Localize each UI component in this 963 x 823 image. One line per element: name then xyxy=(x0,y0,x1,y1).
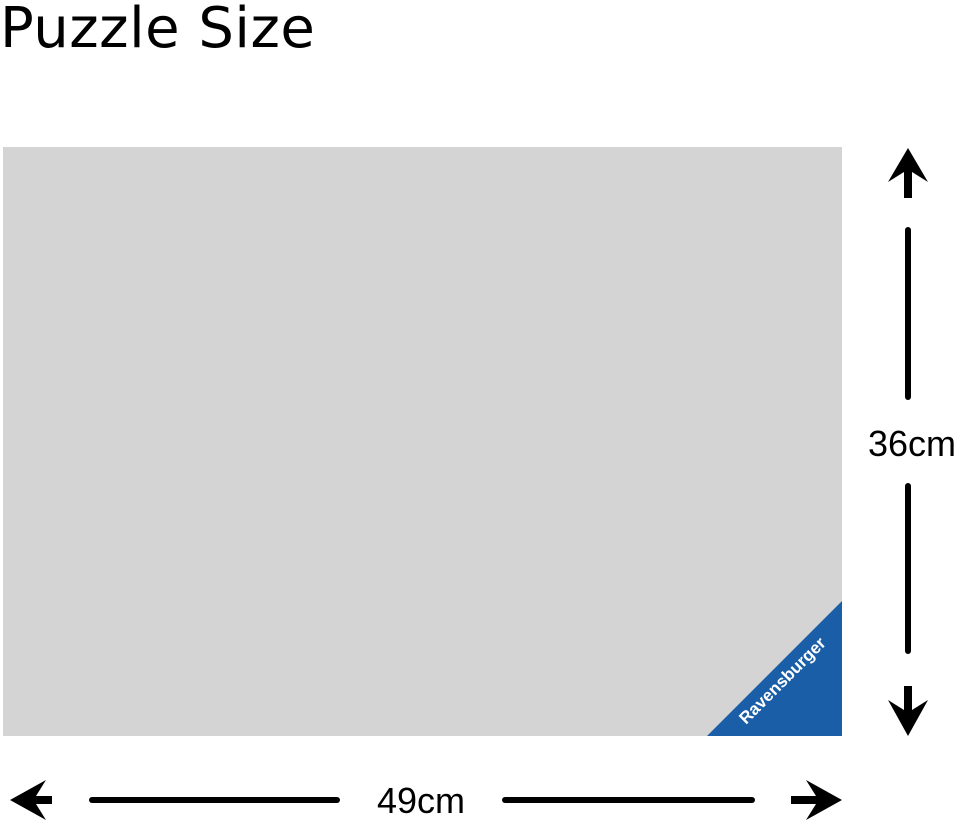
brand-triangle xyxy=(707,601,842,736)
height-label: 36cm xyxy=(868,423,956,464)
width-dimension: 49cm xyxy=(10,780,842,821)
page-title: Puzzle Size xyxy=(0,0,316,61)
arrow-up-icon xyxy=(888,148,928,198)
height-dimension: 36cm xyxy=(868,148,956,736)
arrow-right-icon xyxy=(791,780,842,820)
puzzle-area xyxy=(3,147,842,736)
arrow-down-icon xyxy=(888,686,928,736)
arrow-left-icon xyxy=(10,780,52,820)
width-label: 49cm xyxy=(377,780,465,821)
